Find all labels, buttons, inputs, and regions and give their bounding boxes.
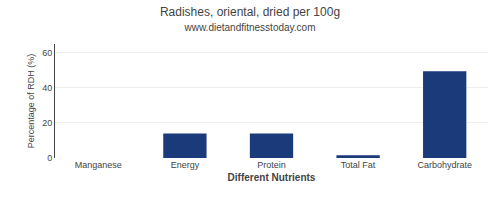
svg-text:Manganese: Manganese bbox=[75, 160, 122, 170]
svg-text:Carbohydrate: Carbohydrate bbox=[417, 160, 472, 170]
svg-text:20: 20 bbox=[42, 118, 52, 128]
svg-text:60: 60 bbox=[42, 48, 52, 58]
svg-text:Total Fat: Total Fat bbox=[341, 160, 376, 170]
svg-text:40: 40 bbox=[42, 83, 52, 93]
svg-text:Different Nutrients: Different Nutrients bbox=[228, 172, 316, 183]
svg-text:Energy: Energy bbox=[171, 160, 200, 170]
svg-text:0: 0 bbox=[47, 153, 52, 163]
svg-text:Percentage of RDH (%): Percentage of RDH (%) bbox=[26, 54, 36, 149]
svg-text:Radishes, oriental, dried per: Radishes, oriental, dried per 100gwww.di… bbox=[160, 5, 340, 34]
svg-text:Protein: Protein bbox=[257, 160, 286, 170]
